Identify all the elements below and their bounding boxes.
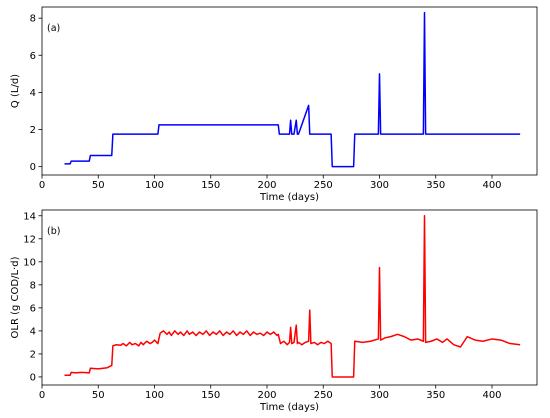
plot-frame (41, 209, 538, 386)
y-tick-label: 8 (30, 14, 36, 25)
series-line-0 (64, 215, 521, 378)
y-tick-label: 0 (30, 162, 36, 173)
x-tick-label: 0 (39, 180, 45, 191)
y-tick-label: 8 (30, 280, 36, 291)
x-tick-label: 100 (145, 180, 164, 191)
x-tick-label: 300 (370, 180, 389, 191)
x-tick-label: 50 (92, 390, 105, 401)
y-tick-label: 14 (23, 211, 36, 222)
x-axis-label: Time (days) (259, 192, 319, 203)
y-tick-label: 4 (30, 326, 36, 337)
x-axis-label: Time (days) (259, 402, 319, 413)
y-axis-label: Q (L/d) (10, 74, 21, 108)
x-tick-label: 150 (201, 180, 220, 191)
y-tick-label: 4 (30, 88, 36, 99)
x-tick-label: 200 (257, 180, 276, 191)
y-tick-label: 6 (30, 51, 36, 62)
series-line-0 (64, 11, 521, 168)
chart-panel-b: 0 50 100 150 200 250 300 350 400 0 2 4 6 8 10 12 14 Time … (10, 209, 538, 413)
chart-panel-a: 0 50 100 150 200 250 300 350 400 0 2 4 6 8 Time (days)… (10, 6, 538, 203)
x-tick-label: 250 (314, 390, 333, 401)
plot-frame (41, 6, 538, 176)
x-tick-label: 350 (426, 180, 445, 191)
panel-label: (b) (47, 226, 60, 237)
y-axis-label: OLR (g COD/L·d) (10, 256, 21, 338)
x-tick-label: 400 (482, 390, 501, 401)
y-tick-label: 0 (30, 372, 36, 383)
y-tick-label: 2 (30, 125, 36, 136)
x-tick-label: 250 (314, 180, 333, 191)
x-tick-label: 0 (39, 390, 45, 401)
x-tick-label: 300 (370, 390, 389, 401)
panel-label: (a) (47, 23, 60, 34)
x-tick-label: 350 (426, 390, 445, 401)
x-tick-label: 100 (145, 390, 164, 401)
x-tick-label: 150 (201, 390, 220, 401)
y-tick-label: 6 (30, 303, 36, 314)
y-tick-label: 10 (23, 257, 36, 268)
x-tick-label: 200 (257, 390, 276, 401)
y-tick-label: 12 (23, 234, 36, 245)
y-tick-label: 2 (30, 349, 36, 360)
x-tick-label: 400 (482, 180, 501, 191)
x-tick-label: 50 (92, 180, 105, 191)
